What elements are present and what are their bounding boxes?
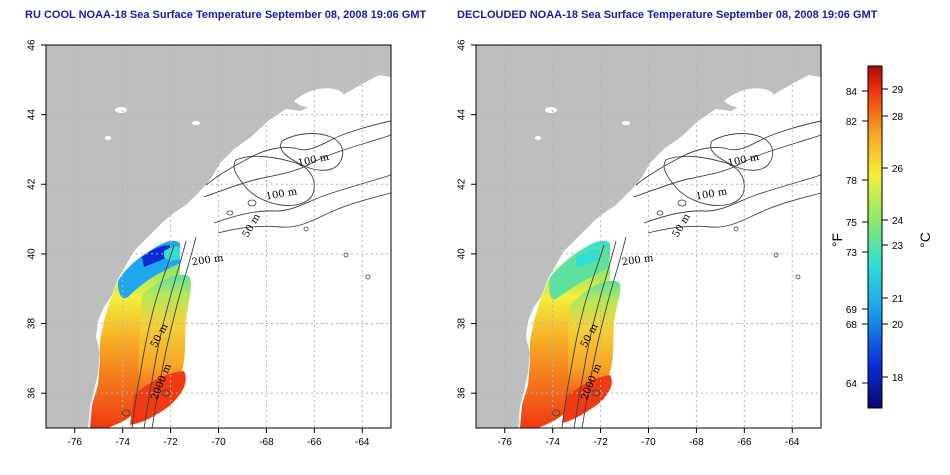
colorbar-c-label: 24 [892, 216, 904, 227]
bay-of-fundy [294, 88, 344, 109]
lat-tick-label: 44 [457, 109, 468, 121]
panel-title-right: DECLOUDED NOAA-18 Sea Surface Temperatur… [457, 9, 878, 21]
lon-tick-label: -72 [163, 437, 178, 448]
celsius-unit: °C [917, 232, 933, 248]
lon-tick-label: -64 [785, 437, 800, 448]
lake [535, 136, 541, 140]
bathymetry-contour [795, 274, 801, 280]
colorbar-c-label: 26 [892, 164, 904, 175]
colorbar-f-label: 82 [846, 117, 858, 128]
bathymetry-contour [663, 155, 745, 206]
colorbar-f-label: 84 [846, 87, 858, 98]
lon-tick-label: -68 [689, 437, 704, 448]
lon-tick-label: -68 [259, 437, 274, 448]
colorbar-c-label: 20 [892, 320, 904, 331]
colorbar-c-label: 28 [892, 112, 904, 123]
bathymetry-contour [205, 120, 392, 186]
lat-tick-label: 46 [27, 39, 38, 51]
colorbar-f-label: 64 [846, 379, 858, 390]
bathymetry-contour [131, 244, 175, 429]
bathymetry-contour [551, 409, 561, 417]
lake [115, 107, 127, 113]
bathymetry-contour [656, 210, 664, 216]
colorbar-c-label: 29 [892, 85, 904, 96]
lon-tick-label: -66 [307, 437, 322, 448]
colorbar-f-label: 78 [846, 176, 858, 187]
sst-hot-region [130, 371, 186, 425]
bathymetry-contour [733, 226, 739, 232]
lake [192, 121, 200, 125]
lon-tick-label: -72 [593, 437, 608, 448]
bathymetry-contour [677, 199, 687, 207]
sst-coldest-patch [142, 245, 172, 267]
colorbar-c-label: 21 [892, 294, 904, 305]
lat-tick-label: 42 [27, 178, 38, 190]
colorbar: 84 82 78 75 73 69 68 64 29 28 26 24 23 21 20 18 °F °C [829, 65, 933, 409]
lon-tick-label: -64 [355, 437, 370, 448]
lon-tick-label: -74 [545, 437, 560, 448]
lat-tick-label: 46 [457, 39, 468, 51]
lon-tick-label: -76 [498, 437, 513, 448]
bathymetry-contour [643, 174, 822, 224]
bathymetry-contour [773, 252, 779, 258]
bathymetry-contour [303, 226, 309, 232]
bathymetry-contour [217, 192, 392, 234]
lat-tick-label: 40 [27, 248, 38, 260]
colorbar-f-label: 75 [846, 218, 858, 229]
colorbar-f-label: 73 [846, 248, 858, 259]
contour-label: 200 m [191, 253, 224, 268]
colorbar-f-label: 69 [846, 305, 858, 316]
land-mass [46, 45, 391, 428]
bathymetry-contour [573, 240, 617, 429]
lat-tick-label: 38 [457, 318, 468, 330]
bathymetry-contour [226, 210, 234, 216]
lat-tick-label: 40 [457, 248, 468, 260]
lat-tick-label: 38 [27, 318, 38, 330]
colorbar-c-label: 18 [892, 373, 904, 384]
lake [622, 121, 630, 125]
lat-tick-label: 36 [457, 387, 468, 399]
lake [105, 136, 111, 140]
panel-title-left: RU COOL NOAA-18 Sea Surface Temperature … [25, 9, 427, 21]
bathymetry-contour [710, 133, 774, 171]
bathymetry-contour [581, 236, 627, 429]
bathymetry-contour [365, 274, 371, 280]
lon-tick-label: -70 [211, 437, 226, 448]
colorbar-c-label: 23 [892, 241, 904, 252]
contour-label: 200 m [621, 253, 654, 268]
lake [545, 107, 557, 113]
bathymetry-contour [121, 409, 131, 417]
bathymetry-contour [233, 155, 315, 206]
lon-tick-label: -66 [737, 437, 752, 448]
lon-tick-label: -74 [115, 437, 130, 448]
sst-cool-patch [164, 246, 180, 261]
bathymetry-contour [280, 133, 344, 171]
bathymetry-contour [161, 389, 171, 397]
fahrenheit-unit: °F [829, 233, 845, 247]
colorbar-f-label: 68 [846, 320, 858, 331]
bathymetry-contour [151, 236, 197, 429]
bathymetry-contour [143, 240, 187, 429]
lat-tick-label: 36 [27, 387, 38, 399]
bathymetry-contour [247, 199, 257, 207]
lon-tick-label: -70 [641, 437, 656, 448]
bathymetry-contour [647, 192, 822, 234]
bathymetry-contour [561, 244, 605, 429]
bathymetry-contour [591, 389, 601, 397]
colorbar-gradient [867, 65, 883, 409]
lat-tick-label: 42 [457, 178, 468, 190]
sst-cold-patch [576, 249, 600, 267]
lat-tick-label: 44 [27, 109, 38, 121]
bathymetry-contour [343, 252, 349, 258]
land-mass [476, 45, 821, 428]
lon-tick-label: -76 [68, 437, 83, 448]
bay-of-fundy [724, 88, 774, 109]
bathymetry-contour [213, 174, 392, 224]
bathymetry-contour [635, 120, 822, 186]
